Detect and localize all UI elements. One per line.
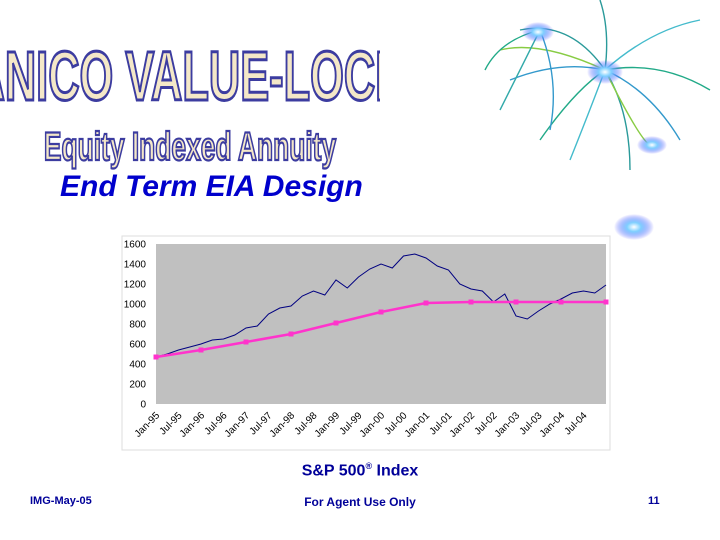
y-tick-label: 600 <box>129 340 146 351</box>
series-point-lock <box>243 339 249 345</box>
glow-orb-icon <box>637 136 667 154</box>
chart-caption: S&P 500® Index <box>0 461 720 480</box>
logo-title: ANICO VALUE-LOCK <box>0 37 380 115</box>
sp500-chart: 02004006008001000120014001600Jan-95Jul-9… <box>121 235 611 451</box>
caption-suffix: Index <box>372 462 419 480</box>
y-tick-label: 1000 <box>124 300 147 311</box>
series-point-lock <box>288 331 294 337</box>
y-tick-label: 1400 <box>124 260 147 271</box>
series-point-lock <box>603 299 609 305</box>
series-point-lock <box>198 347 204 353</box>
firework-decoration <box>484 0 711 240</box>
y-tick-label: 1200 <box>124 280 147 291</box>
series-line-index <box>155 253 607 358</box>
logo-subtitle: Equity Indexed Annuity <box>44 125 336 170</box>
series-point-lock <box>468 299 474 305</box>
y-tick-label: 0 <box>140 400 146 411</box>
series-point-lock <box>423 300 429 306</box>
caption-mark: ® <box>365 461 373 471</box>
logo-title-art: ANICO VALUE-LOCK Equity Indexed Annuity <box>0 36 380 170</box>
series-point-lock <box>558 299 564 305</box>
y-tick-label: 800 <box>129 320 146 331</box>
y-tick-label: 400 <box>129 360 146 371</box>
caption-text: S&P 500 <box>301 462 366 480</box>
y-tick-label: 1600 <box>124 240 147 251</box>
page-number: 11 <box>648 495 660 507</box>
glow-orb-icon <box>522 22 554 42</box>
series-point-lock <box>153 354 159 360</box>
page-title: End Term EIA Design <box>60 170 363 203</box>
y-tick-label: 200 <box>129 380 146 391</box>
series-point-lock <box>333 320 339 326</box>
footer-disclaimer: For Agent Use Only <box>304 495 416 509</box>
series-point-lock <box>513 299 519 305</box>
series-point-lock <box>378 309 384 315</box>
plot-area <box>156 244 606 404</box>
glow-orb-icon <box>614 214 654 240</box>
footer-date: IMG-May-05 <box>30 495 92 507</box>
glow-orb-icon <box>587 60 623 84</box>
